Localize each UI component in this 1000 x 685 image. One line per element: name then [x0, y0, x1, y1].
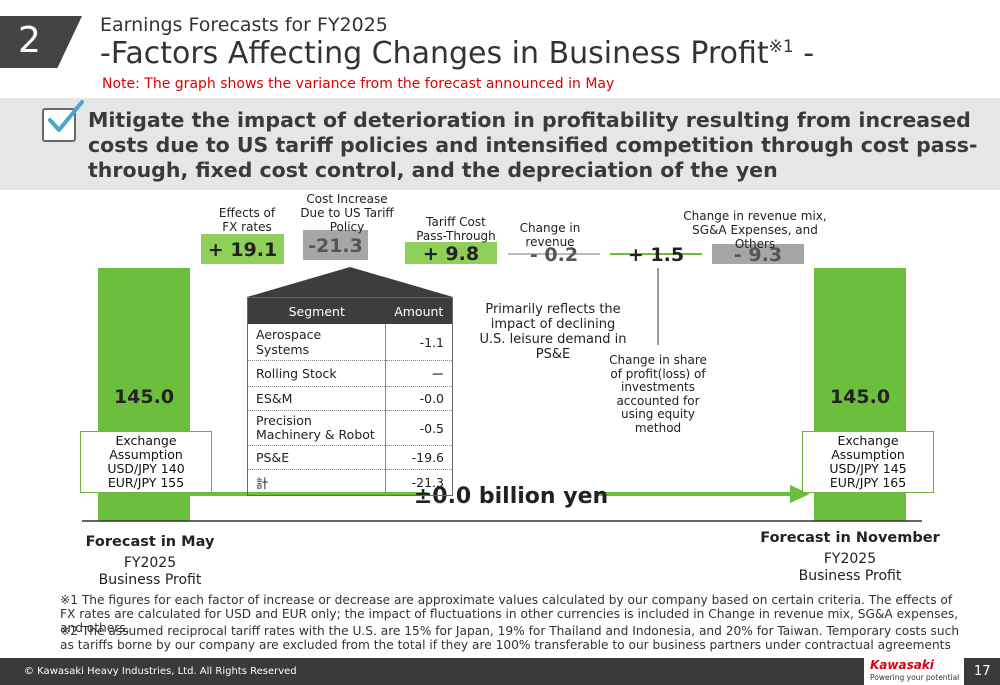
data-label: + 19.1	[208, 239, 277, 261]
segment-cell: Precision Machinery & Robot	[247, 410, 386, 446]
bottom-line1: FY2025	[123, 555, 177, 571]
exchange-eur: EUR/JPY 155	[107, 475, 185, 490]
variance-note: Note: The graph shows the variance from …	[102, 76, 615, 92]
segment-cell: Aerospace Systems	[247, 324, 386, 361]
page-title: -Factors Affecting Changes in Business P…	[100, 36, 814, 71]
key-message-banner: Mitigate the impact of deterioration in …	[0, 98, 1000, 190]
banner-message: Mitigate the impact of deterioration in …	[88, 108, 978, 182]
title-footnote-mark: ※1	[768, 37, 794, 57]
exchange-assumption-may: Exchange Assumption USD/JPY 140 EUR/JPY …	[80, 431, 212, 493]
amount-cell: -0.5	[385, 410, 453, 446]
footer-bar: © Kawasaki Heavy Industries, Ltd. All Ri…	[0, 656, 1000, 685]
data-label: 145.0	[830, 386, 890, 408]
amount-cell: -0.0	[385, 386, 453, 411]
title-suffix: -	[793, 36, 815, 71]
exchange-title: Exchange Assumption	[831, 433, 905, 462]
increase-bar	[405, 242, 497, 264]
chart-bars: 145.0 + 19.1 -21.3 + 9.8 - 0.2 + 1.5 - 9.3 145.…	[98, 230, 906, 521]
table-row: Rolling Stock ー	[247, 360, 453, 387]
exchange-title: Exchange Assumption	[109, 433, 183, 462]
table-row: ES&M -0.0	[247, 386, 453, 411]
bottom-line2: Business Profit	[98, 572, 202, 588]
table-header-row: Segment Amount	[247, 297, 453, 324]
decrease-bar	[712, 244, 804, 264]
checkbox-icon	[42, 100, 84, 142]
bottom-label-nov: Forecast in November FY2025 Business Pro…	[760, 530, 940, 585]
data-label: + 1.5	[628, 244, 684, 266]
decrease-bar	[303, 230, 368, 260]
exchange-usd: USD/JPY 145	[829, 461, 907, 476]
amount-cell: -19.6	[385, 445, 453, 470]
factor-label-fx: Effects of FX rates	[219, 206, 276, 234]
increase-bar	[201, 234, 284, 264]
table-header-segment: Segment	[247, 297, 386, 324]
page-number: 17	[974, 664, 991, 679]
title-text: -Factors Affecting Changes in Business P…	[100, 36, 769, 71]
table-pointer	[247, 267, 453, 297]
factor-label-tariff-cost: Cost Increase Due to US Tariff Policy	[300, 192, 394, 234]
factor-label-equity: Change in share of profit(loss) of inves…	[609, 353, 707, 435]
data-label: + 9.8	[423, 243, 479, 265]
exchange-eur: EUR/JPY 165	[829, 475, 907, 490]
footnote-1: ※1 The figures for each factor of increa…	[60, 593, 959, 635]
section-number-badge: 2	[0, 16, 82, 68]
data-label: - 9.3	[734, 244, 782, 266]
factor-label-revenue: Change in revenue	[520, 221, 581, 249]
copyright: © Kawasaki Heavy Industries, Ltd. All Ri…	[24, 666, 297, 677]
table-row: PS&E -19.6	[247, 445, 453, 470]
data-label: - 0.2	[530, 244, 578, 266]
footnote-2: ※2 The assumed reciprocal tariff rates w…	[60, 624, 960, 652]
revenue-note: Primarily reflects the impact of declini…	[479, 302, 627, 362]
table-row: 計 -21.3	[247, 469, 453, 496]
bottom-label-may: Forecast in May FY2025 Business Profit	[60, 534, 240, 589]
checkmark-icon	[48, 100, 84, 132]
segment-cell: Rolling Stock	[247, 360, 386, 387]
section-number: 2	[18, 20, 41, 61]
segment-cell: PS&E	[247, 445, 386, 470]
arrow-head-icon	[790, 485, 810, 503]
page-subtitle: Earnings Forecasts for FY2025	[100, 14, 388, 36]
exchange-usd: USD/JPY 140	[107, 461, 185, 476]
bottom-title: Forecast in November	[760, 530, 940, 546]
exchange-assumption-nov: Exchange Assumption USD/JPY 145 EUR/JPY …	[802, 431, 934, 493]
table-header-amount: Amount	[385, 297, 453, 324]
amount-cell: -21.3	[385, 469, 453, 496]
bottom-line1: FY2025	[823, 551, 877, 567]
amount-cell: ー	[385, 360, 453, 387]
data-label: 145.0	[114, 386, 174, 408]
logo-tagline: Powering your potential	[870, 673, 960, 682]
segment-cell: ES&M	[247, 386, 386, 411]
factor-label-pass-through: Tariff Cost Pass-Through	[416, 215, 496, 243]
logo-text: Kawasaki	[870, 658, 934, 672]
factor-label-mix: Change in revenue mix, SG&A Expenses, and…	[683, 209, 826, 251]
company-logo: Kawasaki Powering your potential	[864, 656, 964, 685]
segment-cell: 計	[247, 469, 386, 496]
data-label: -21.3	[308, 235, 363, 257]
table-row: Aerospace Systems -1.1	[247, 324, 453, 361]
bottom-line2: Business Profit	[798, 568, 902, 584]
segment-breakdown-table: Segment Amount Aerospace Systems -1.1 Rol…	[247, 297, 453, 496]
bottom-title: Forecast in May	[85, 534, 215, 550]
table-row: Precision Machinery & Robot -0.5	[247, 410, 453, 446]
amount-cell: -1.1	[385, 324, 453, 361]
